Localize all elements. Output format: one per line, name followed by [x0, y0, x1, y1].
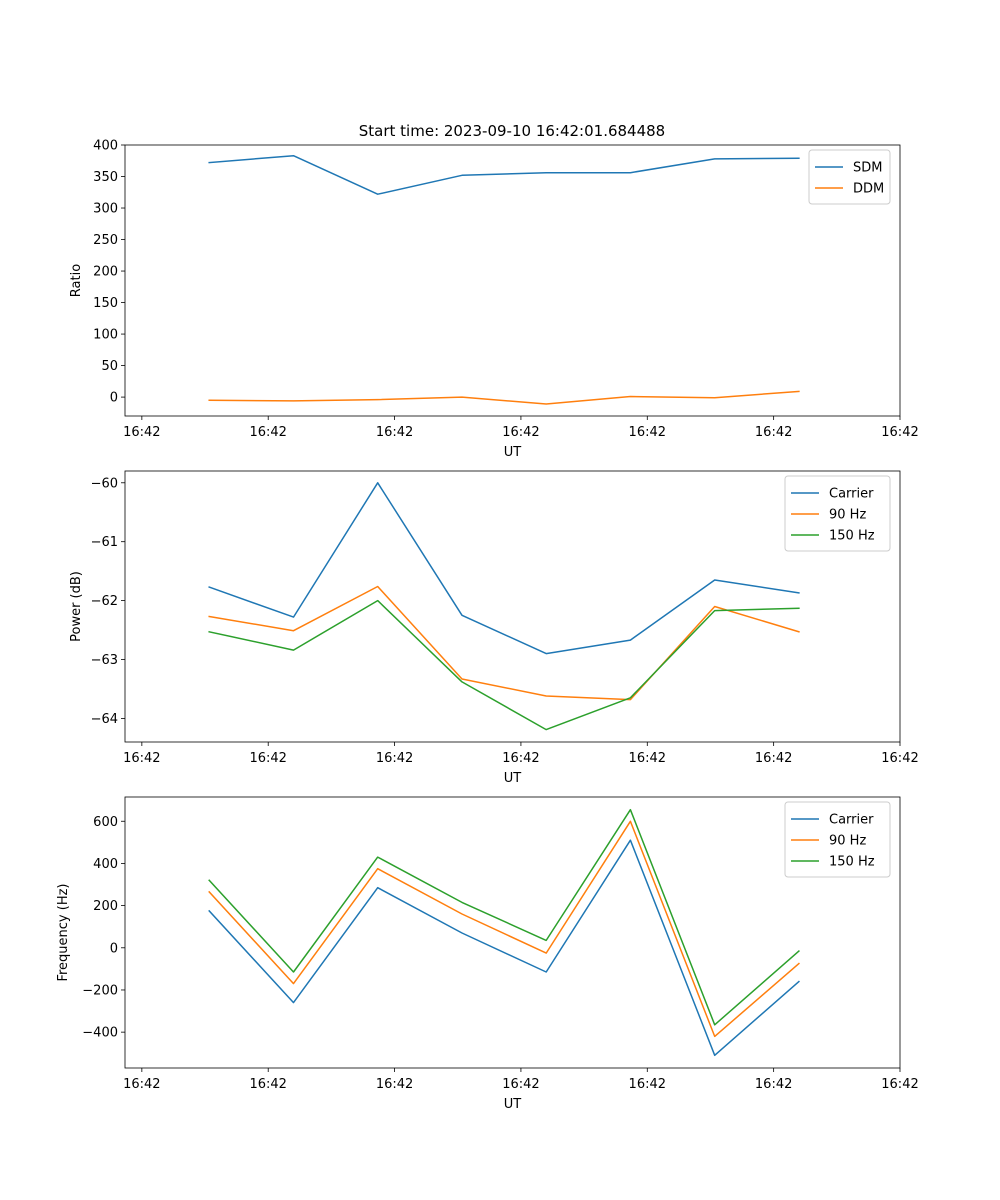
- x-tick-label: 16:42: [755, 425, 792, 440]
- y-tick-label: −63: [91, 653, 118, 668]
- x-tick-label: 16:42: [376, 751, 413, 766]
- y-axis-label: Frequency (Hz): [56, 883, 71, 981]
- y-tick-label: 400: [93, 139, 118, 154]
- y-tick-label: 200: [93, 899, 118, 914]
- series-line-carrier: [208, 482, 800, 655]
- y-axis-label: Power (dB): [69, 571, 84, 642]
- x-axis-label: UT: [504, 445, 522, 460]
- x-tick-label: 16:42: [249, 425, 286, 440]
- legend-label: 150 Hz: [829, 529, 875, 544]
- chart-panel-3: 16:42 16:42 16:42 16:42 16:42 16:42 16:42 −400 −…: [56, 796, 919, 1112]
- x-tick-label: 16:42: [755, 1077, 792, 1092]
- y-tick-label: 0: [110, 941, 118, 956]
- y-tick-label: −400: [82, 1026, 118, 1041]
- legend-box: [784, 801, 891, 878]
- x-tick-label: 16:42: [755, 751, 792, 766]
- series-line-150-hz: [208, 808, 800, 1026]
- y-tick-label: 0: [110, 391, 118, 406]
- x-tick-label: 16:42: [502, 751, 539, 766]
- series-line-carrier: [208, 839, 800, 1057]
- x-tick-label: 16:42: [881, 1077, 918, 1092]
- chart-panel-2: 16:42 16:42 16:42 16:42 16:42 16:42 16:42 −64 −6…: [69, 470, 919, 786]
- y-tick-label: 250: [93, 233, 118, 248]
- y-tick-label: 600: [93, 815, 118, 830]
- y-tick-label: −60: [91, 476, 118, 491]
- y-tick-label: 150: [93, 296, 118, 311]
- legend-label: Carrier: [829, 487, 874, 502]
- legend: Carrier 90 Hz 150 Hz: [784, 801, 891, 878]
- y-tick-label: 400: [93, 857, 118, 872]
- figure-title: Start time: 2023-09-10 16:42:01.684488: [359, 122, 665, 140]
- legend-label: 150 Hz: [829, 855, 875, 870]
- series-line-sdm: [208, 154, 800, 195]
- x-tick-label: 16:42: [376, 425, 413, 440]
- y-tick-label: 200: [93, 265, 118, 280]
- axes-frame: [124, 796, 901, 1069]
- legend-box: [808, 149, 891, 205]
- series-line-90-hz: [208, 585, 800, 701]
- x-tick-label: 16:42: [881, 425, 918, 440]
- y-tick-label: 300: [93, 202, 118, 217]
- legend: SDM DDM: [808, 149, 891, 205]
- legend-label: 90 Hz: [829, 834, 866, 849]
- y-axis-label: Ratio: [69, 264, 84, 297]
- series-line-90-hz: [208, 820, 800, 1038]
- x-tick-label: 16:42: [376, 1077, 413, 1092]
- x-tick-label: 16:42: [249, 1077, 286, 1092]
- x-tick-label: 16:42: [881, 751, 918, 766]
- x-axis-label: UT: [504, 1097, 522, 1112]
- x-tick-label: 16:42: [123, 425, 160, 440]
- y-tick-label: 350: [93, 170, 118, 185]
- x-tick-label: 16:42: [629, 751, 666, 766]
- x-axis-label: UT: [504, 771, 522, 786]
- y-tick-label: 50: [101, 359, 118, 374]
- y-tick-label: −200: [82, 983, 118, 998]
- legend-label: SDM: [853, 161, 882, 176]
- x-tick-label: 16:42: [502, 1077, 539, 1092]
- x-tick-label: 16:42: [629, 425, 666, 440]
- y-tick-label: −62: [91, 594, 118, 609]
- series-line-150-hz: [208, 599, 800, 731]
- legend-label: DDM: [853, 182, 884, 197]
- legend-label: Carrier: [829, 813, 874, 828]
- chart-panel-1: 16:42 16:42 16:42 16:42 16:42 16:42 16:42 0 50 10…: [69, 139, 919, 461]
- x-tick-label: 16:42: [123, 1077, 160, 1092]
- x-tick-label: 16:42: [249, 751, 286, 766]
- x-tick-label: 16:42: [502, 425, 539, 440]
- axes-frame: [124, 470, 901, 743]
- x-tick-label: 16:42: [123, 751, 160, 766]
- y-tick-label: −64: [91, 712, 118, 727]
- y-tick-label: 100: [93, 328, 118, 343]
- x-tick-label: 16:42: [629, 1077, 666, 1092]
- axes-frame: [124, 144, 901, 417]
- legend-label: 90 Hz: [829, 508, 866, 523]
- y-tick-label: −61: [91, 535, 118, 550]
- legend-box: [784, 475, 891, 552]
- series-line-ddm: [208, 390, 800, 405]
- legend: Carrier 90 Hz 150 Hz: [784, 475, 891, 552]
